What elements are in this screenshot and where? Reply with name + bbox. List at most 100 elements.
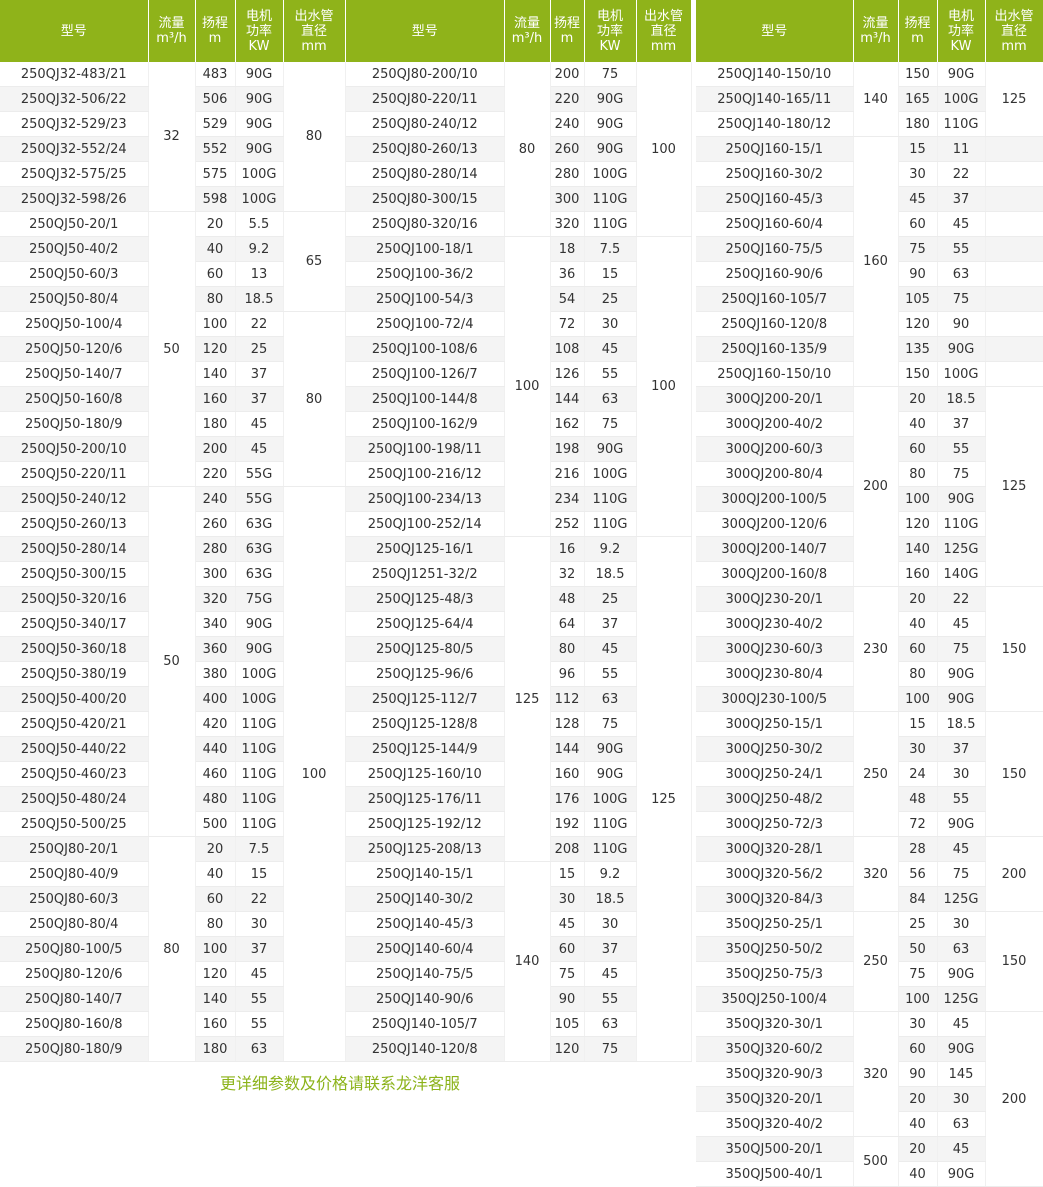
table-row: 250QJ100-36/2 36 15 xyxy=(346,261,691,287)
table-row: 350QJ320-60/2 60 90G xyxy=(696,1036,1043,1062)
model-cell: 250QJ50-180/9 xyxy=(0,411,149,437)
power-cell: 18.5 xyxy=(937,711,986,737)
model-cell: 250QJ140-150/10 xyxy=(696,62,854,87)
power-cell: 25 xyxy=(235,336,284,362)
model-cell: 250QJ125-16/1 xyxy=(346,536,505,562)
model-cell: 250QJ140-75/5 xyxy=(346,961,505,987)
table-row: 250QJ160-90/6 90 63 xyxy=(696,261,1043,287)
table-row: 250QJ140-105/7 105 63 xyxy=(346,1011,691,1037)
outlet-diameter-cell xyxy=(985,236,1043,262)
head-cell: 135 xyxy=(898,336,938,362)
model-cell: 350QJ320-90/3 xyxy=(696,1061,854,1087)
power-cell: 45 xyxy=(584,336,637,362)
table-row: 250QJ80-100/5 100 37 xyxy=(0,936,345,962)
model-cell: 250QJ125-96/6 xyxy=(346,661,505,687)
table-row: 300QJ250-24/1 24 30 xyxy=(696,761,1043,787)
header-power: 电机 功率 KW xyxy=(235,0,284,62)
model-cell: 250QJ160-15/1 xyxy=(696,136,854,162)
model-cell: 250QJ100-216/12 xyxy=(346,461,505,487)
model-cell: 250QJ50-300/15 xyxy=(0,561,149,587)
power-cell: 45 xyxy=(235,961,284,987)
model-cell: 300QJ320-84/3 xyxy=(696,886,854,912)
model-cell: 250QJ80-20/1 xyxy=(0,836,149,862)
model-cell: 250QJ140-15/1 xyxy=(346,861,505,887)
head-cell: 208 xyxy=(550,836,585,862)
header-model: 型号 xyxy=(696,0,854,62)
head-cell: 552 xyxy=(195,136,236,162)
table-row: 250QJ50-300/15 300 63G xyxy=(0,561,345,587)
power-cell: 75G xyxy=(235,586,284,612)
model-cell: 250QJ80-180/9 xyxy=(0,1036,149,1062)
power-cell: 11 xyxy=(937,136,986,162)
table-row: 250QJ50-400/20 400 100G xyxy=(0,686,345,712)
power-cell: 37 xyxy=(584,936,637,962)
model-cell: 250QJ50-440/22 xyxy=(0,736,149,762)
table-row: 250QJ100-162/9 162 75 xyxy=(346,411,691,437)
header-flow: 流量 m³/h xyxy=(148,0,196,62)
flow-cell: 500 xyxy=(853,1136,899,1187)
head-cell: 60 xyxy=(195,886,236,912)
table-row: 250QJ50-240/12 50 240 55G 100 xyxy=(0,486,346,1062)
power-cell: 9.2 xyxy=(584,861,637,887)
model-cell: 350QJ250-50/2 xyxy=(696,936,854,962)
table-row: 300QJ250-48/2 48 55 xyxy=(696,786,1043,812)
power-cell: 110G xyxy=(584,211,637,237)
power-cell: 55 xyxy=(937,786,986,812)
flow-cell: 125 xyxy=(504,536,551,862)
outlet-diameter-cell: 100 xyxy=(283,486,346,1062)
head-cell: 15 xyxy=(898,711,938,737)
table-row: 300QJ200-20/1 200 20 18.5 125 xyxy=(696,386,1043,587)
table-row: 250QJ140-120/8 120 75 xyxy=(346,1036,691,1062)
table-row: 300QJ250-15/1 250 15 18.5 150 xyxy=(696,711,1043,837)
model-cell: 250QJ50-40/2 xyxy=(0,236,149,262)
head-cell: 180 xyxy=(898,111,938,137)
model-cell: 350QJ250-100/4 xyxy=(696,986,854,1012)
power-cell: 9.2 xyxy=(584,536,637,562)
head-cell: 234 xyxy=(550,486,585,512)
head-cell: 40 xyxy=(898,411,938,437)
table-row: 250QJ50-420/21 420 110G xyxy=(0,711,345,737)
power-cell: 37 xyxy=(937,736,986,762)
table-row: 300QJ200-100/5 100 90G xyxy=(696,486,1043,512)
power-cell: 90G xyxy=(937,1036,986,1062)
model-cell: 250QJ125-144/9 xyxy=(346,736,505,762)
head-cell: 160 xyxy=(195,386,236,412)
head-cell: 300 xyxy=(550,186,585,212)
head-cell: 598 xyxy=(195,186,236,212)
head-cell: 60 xyxy=(550,936,585,962)
model-cell: 250QJ125-48/3 xyxy=(346,586,505,612)
power-cell: 45 xyxy=(235,411,284,437)
model-cell: 250QJ125-112/7 xyxy=(346,686,505,712)
model-cell: 250QJ80-300/15 xyxy=(346,186,505,212)
table-row: 250QJ100-54/3 54 25 xyxy=(346,286,691,312)
head-cell: 480 xyxy=(195,786,236,812)
power-cell: 145 xyxy=(937,1061,986,1087)
model-cell: 250QJ140-180/12 xyxy=(696,111,854,137)
model-cell: 250QJ32-483/21 xyxy=(0,62,149,87)
flow-cell: 80 xyxy=(504,62,551,237)
table-row: 250QJ160-15/1 160 15 11 xyxy=(696,136,1043,387)
flow-cell: 200 xyxy=(853,386,899,587)
head-cell: 60 xyxy=(898,636,938,662)
model-cell: 300QJ250-15/1 xyxy=(696,711,854,737)
table-row: 250QJ125-128/8 128 75 xyxy=(346,711,691,737)
head-cell: 100 xyxy=(898,686,938,712)
table-row: 300QJ230-80/4 80 90G xyxy=(696,661,1043,687)
table-row: 250QJ125-96/6 96 55 xyxy=(346,661,691,687)
head-cell: 120 xyxy=(898,311,938,337)
model-cell: 250QJ50-460/23 xyxy=(0,761,149,787)
model-cell: 250QJ140-30/2 xyxy=(346,886,505,912)
head-cell: 72 xyxy=(898,811,938,837)
power-cell: 37 xyxy=(937,411,986,437)
head-cell: 20 xyxy=(195,211,236,237)
model-cell: 250QJ160-60/4 xyxy=(696,211,854,237)
model-cell: 250QJ160-90/6 xyxy=(696,261,854,287)
head-cell: 529 xyxy=(195,111,236,137)
model-cell: 250QJ125-64/4 xyxy=(346,611,505,637)
model-cell: 300QJ200-140/7 xyxy=(696,536,854,562)
power-cell: 45 xyxy=(584,961,637,987)
power-cell: 110G xyxy=(235,761,284,787)
head-cell: 30 xyxy=(898,736,938,762)
table-row: 250QJ140-180/12 180 110G xyxy=(696,111,1043,137)
table-row: 250QJ100-144/8 144 63 xyxy=(346,386,691,412)
